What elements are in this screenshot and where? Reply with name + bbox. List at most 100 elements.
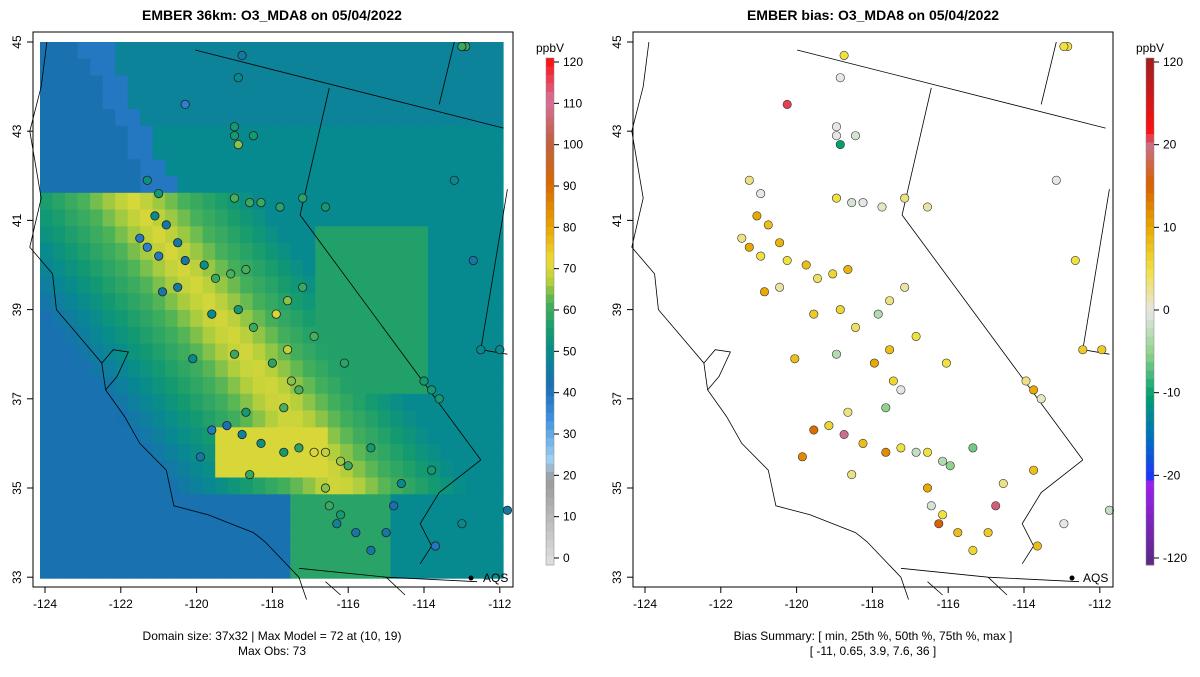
model-grid-cell: [427, 176, 441, 194]
model-grid-cell: [340, 243, 354, 261]
colorbar-segment: [1146, 438, 1154, 448]
model-grid-cell: [65, 343, 79, 361]
model-grid-cell: [490, 360, 504, 378]
model-grid-cell: [377, 159, 391, 177]
model-grid-cell: [340, 259, 354, 278]
model-grid-cell: [190, 176, 204, 194]
model-grid-cell: [165, 125, 179, 144]
station-bias-point: [843, 264, 853, 274]
model-grid-cell: [65, 561, 79, 579]
coastline: [29, 41, 307, 600]
colorbar-segment: [546, 91, 554, 101]
model-grid-cell: [252, 444, 266, 462]
station-bias-point: [1059, 41, 1069, 51]
model-grid-cell: [402, 544, 416, 562]
model-grid-cell: [77, 544, 91, 562]
model-grid-cell: [465, 226, 479, 244]
model-grid-cell: [127, 159, 141, 177]
model-grid-cell: [202, 326, 216, 345]
model-grid-cell: [90, 109, 104, 127]
model-grid-cell: [40, 377, 54, 395]
model-grid-cell: [377, 360, 391, 378]
colorbar-segment: [1146, 463, 1154, 473]
model-grid-cell: [102, 159, 116, 177]
model-grid-cell: [327, 276, 341, 294]
model-grid-cell: [302, 544, 316, 562]
model-grid-cell: [277, 561, 291, 579]
model-grid-cell: [277, 527, 291, 546]
model-grid-cell: [402, 243, 416, 261]
model-grid-cell: [40, 477, 54, 495]
model-grid-cell: [40, 326, 54, 345]
model-grid-cell: [340, 444, 354, 462]
station-obs-point: [282, 345, 293, 355]
model-grid-cell: [490, 92, 504, 110]
model-grid-cell: [302, 293, 316, 311]
state-border: [927, 581, 943, 596]
model-grid-cell: [215, 310, 229, 328]
model-grid-cell: [340, 293, 354, 311]
station-bias-point: [744, 242, 754, 252]
model-grid-cell: [252, 527, 266, 546]
model-grid-cell: [452, 75, 466, 93]
colorbar-segment: [546, 370, 554, 380]
model-grid-cell: [352, 243, 366, 261]
right-footer-line1: Bias Summary: [ min, 25th %, 50th %, 75t…: [734, 629, 1013, 643]
model-grid-cell: [90, 444, 104, 462]
model-grid-cell: [252, 42, 266, 60]
model-grid-cell: [277, 477, 291, 495]
model-grid-cell: [90, 243, 104, 261]
model-grid-cell: [177, 293, 191, 311]
model-grid-cell: [440, 125, 454, 144]
model-grid-cell: [365, 494, 379, 512]
model-grid-cell: [140, 460, 154, 479]
colorbar-segment: [546, 455, 554, 464]
model-grid-cell: [340, 209, 354, 227]
model-grid-cell: [215, 427, 229, 445]
model-grid-cell: [352, 561, 366, 579]
model-grid-cell: [152, 42, 166, 60]
model-grid-cell: [165, 75, 179, 93]
model-grid-cell: [440, 209, 454, 227]
model-grid-cell: [452, 393, 466, 412]
model-grid-cell: [290, 92, 304, 110]
model-grid-cell: [152, 125, 166, 144]
model-grid-cell: [365, 360, 379, 378]
model-grid-cell: [265, 125, 279, 144]
model-grid-cell: [140, 494, 154, 512]
model-grid-cell: [390, 159, 404, 177]
model-grid-cell: [490, 326, 504, 345]
model-grid-cell: [190, 561, 204, 579]
model-grid-cell: [427, 427, 441, 445]
station-obs-point: [294, 385, 304, 395]
model-grid-cell: [377, 393, 391, 412]
model-grid-cell: [490, 460, 504, 479]
model-grid-cell: [77, 561, 91, 579]
model-grid-cell: [452, 544, 466, 562]
model-grid-cell: [227, 159, 241, 177]
model-grid-cell: [177, 326, 191, 345]
station-bias-point: [839, 429, 849, 439]
station-obs-point: [241, 407, 251, 417]
colorbar-segment: [1146, 514, 1154, 524]
model-grid-cell: [265, 427, 279, 445]
model-grid-cell: [365, 343, 379, 361]
model-grid-cell: [465, 125, 479, 144]
model-grid-cell: [65, 527, 79, 546]
model-grid-cell: [365, 142, 379, 160]
model-grid-cell: [340, 494, 354, 512]
colorbar-segment: [1146, 218, 1154, 228]
station-obs-point: [476, 345, 486, 355]
model-grid-cell: [215, 159, 229, 177]
colorbar-segment: [1146, 286, 1154, 295]
model-grid-cell: [77, 243, 91, 261]
station-obs-point: [324, 501, 334, 511]
model-grid-cell: [52, 42, 66, 60]
model-grid-cell: [40, 310, 54, 328]
colorbar-segment: [1146, 353, 1154, 363]
model-grid-cell: [90, 393, 104, 412]
station-obs-point: [449, 175, 459, 185]
colorbar-segment: [1146, 387, 1154, 397]
model-grid-cell: [40, 527, 54, 546]
